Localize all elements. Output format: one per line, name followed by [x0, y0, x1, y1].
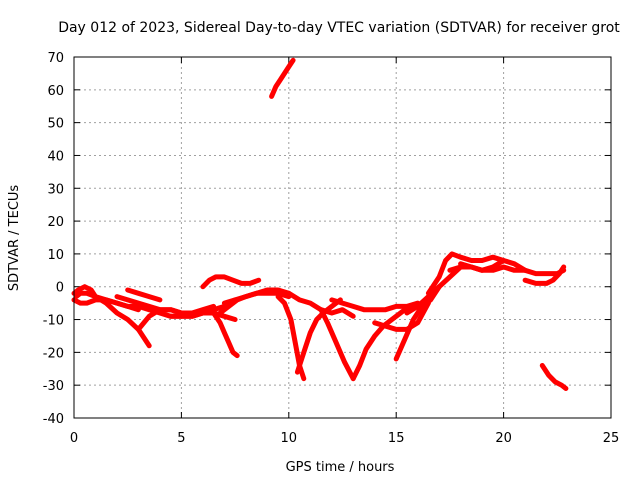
x-tick-label: 10	[281, 431, 298, 446]
series-arc6	[135, 303, 217, 332]
series-arc25	[522, 264, 567, 286]
x-axis-label: GPS time / hours	[286, 460, 395, 475]
x-tick-label: 0	[70, 431, 78, 446]
series-arc5	[125, 287, 163, 303]
y-tick-label: -20	[43, 346, 64, 361]
data-series	[71, 57, 569, 391]
x-tick-label: 25	[603, 431, 620, 446]
y-tick-label: 0	[56, 281, 64, 296]
grid-lines	[74, 57, 611, 418]
y-tick-label: -40	[43, 412, 64, 427]
series-arc21	[404, 264, 464, 316]
y-tick-label: 40	[47, 149, 64, 164]
x-tick-label: 5	[177, 431, 185, 446]
series-arc19	[372, 300, 431, 332]
series-arc20	[393, 284, 442, 362]
series-arc7	[168, 297, 238, 319]
series-arc3	[73, 290, 141, 313]
series-arc22	[425, 251, 507, 296]
y-tick-label: -30	[43, 379, 64, 394]
series-arc9	[211, 310, 240, 359]
y-tick-label: 30	[47, 182, 64, 197]
series-arc12	[269, 57, 296, 99]
series-arc26	[539, 363, 569, 391]
axis-ticks: 0 5 10 15 20 25 -40 -30 -20 -10 0 10 20 30 40 50 60 70	[43, 51, 620, 446]
y-tick-label: 10	[47, 248, 64, 263]
chart-title: Day 012 of 2023, Sidereal Day-to-day VTE…	[58, 20, 620, 36]
series-arc15	[294, 297, 343, 375]
y-axis-label: SDTVAR / TECUs	[7, 185, 22, 292]
series-arc16	[318, 307, 356, 382]
series-arc24	[458, 258, 528, 273]
y-tick-label: 60	[47, 84, 64, 99]
plot-frame	[73, 56, 612, 419]
series-arc11	[221, 287, 292, 306]
series-arc8	[200, 274, 262, 290]
x-tick-label: 20	[495, 431, 512, 446]
series-arc17	[350, 303, 412, 382]
y-tick-label: -10	[43, 314, 64, 329]
x-tick-label: 15	[388, 431, 405, 446]
y-tick-label: 20	[47, 215, 64, 230]
series-arc18	[329, 297, 421, 313]
y-tick-label: 50	[47, 117, 64, 132]
y-tick-label: 70	[47, 51, 64, 66]
